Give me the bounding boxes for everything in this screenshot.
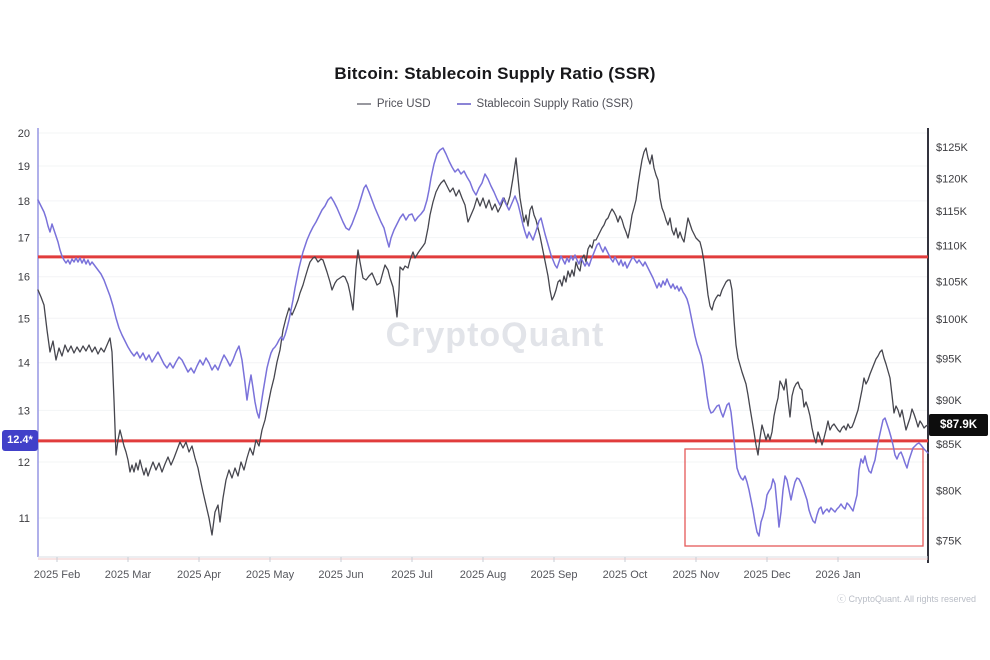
x-axis-tick-label: 2025 Apr <box>177 569 221 581</box>
x-axis-tick-label: 2025 Nov <box>672 569 720 581</box>
ssr-line-swatch-icon <box>456 103 471 105</box>
legend-label-ssr: Stablecoin Supply Ratio (SSR) <box>476 98 634 110</box>
left-axis-tick-label: 19 <box>18 161 30 173</box>
right-axis-tick-label: $110K <box>936 240 968 252</box>
right-axis-tick-label: $105K <box>936 276 968 288</box>
legend: Price USD Stablecoin Supply Ratio (SSR) <box>0 98 990 110</box>
left-axis-tick-label: 15 <box>18 313 30 325</box>
left-axis-tick-label: 17 <box>18 233 30 245</box>
x-axis-tick-label: 2025 Oct <box>603 569 648 581</box>
left-axis-tick-label: 11 <box>19 513 30 525</box>
last-price-badge: $87.9K <box>929 414 988 437</box>
x-axis-tick-label: 2025 Jul <box>391 569 433 581</box>
price-line <box>37 147 929 536</box>
x-axis-tick-label: 2025 May <box>246 569 295 581</box>
left-axis-tick-label: 12 <box>18 457 30 469</box>
right-axis-tick-label: $120K <box>936 173 968 185</box>
highlight-box <box>684 448 924 547</box>
legend-label-price: Price USD <box>376 98 431 110</box>
left-axis-tick-label: 13 <box>18 405 30 417</box>
right-axis-tick-label: $90K <box>936 395 962 407</box>
ssr-line <box>37 147 929 537</box>
right-axis-tick-label: $85K <box>936 439 962 451</box>
right-axis-tick-label: $100K <box>936 314 968 326</box>
x-axis-tick-label: 2025 Dec <box>743 569 791 581</box>
x-axis-tick-label: 2025 Jun <box>318 569 363 581</box>
price-line-swatch-icon <box>356 103 371 105</box>
x-axis-tick-label: 2026 Jan <box>815 569 860 581</box>
legend-item-ssr[interactable]: Stablecoin Supply Ratio (SSR) <box>456 98 634 110</box>
x-axis-tick-label: 2025 Sep <box>530 569 577 581</box>
ssr-threshold-badge: 12.4* <box>2 430 38 452</box>
right-axis-tick-label: $75K <box>936 535 962 547</box>
legend-item-price[interactable]: Price USD <box>356 98 431 110</box>
right-axis-tick-label: $95K <box>936 353 962 365</box>
attribution: ⓒ CryptoQuant. All rights reserved <box>836 594 976 604</box>
left-axis-tick-label: 16 <box>18 272 30 284</box>
right-axis-tick-label: $80K <box>936 486 962 498</box>
chart-title: Bitcoin: Stablecoin Supply Ratio (SSR) <box>334 64 656 83</box>
x-axis-tick-label: 2025 Feb <box>34 569 80 581</box>
left-axis-tick-label: 14 <box>18 358 30 370</box>
right-axis-tick-label: $125K <box>936 142 968 154</box>
x-axis-tick-label: 2025 Aug <box>460 569 507 581</box>
left-axis-tick-label: 18 <box>18 196 30 208</box>
x-axis-tick-label: 2025 Mar <box>105 569 152 581</box>
left-axis-tick-label: 20 <box>18 128 30 140</box>
watermark: CryptoQuant <box>385 316 605 354</box>
right-axis-tick-label: $115K <box>936 206 968 218</box>
